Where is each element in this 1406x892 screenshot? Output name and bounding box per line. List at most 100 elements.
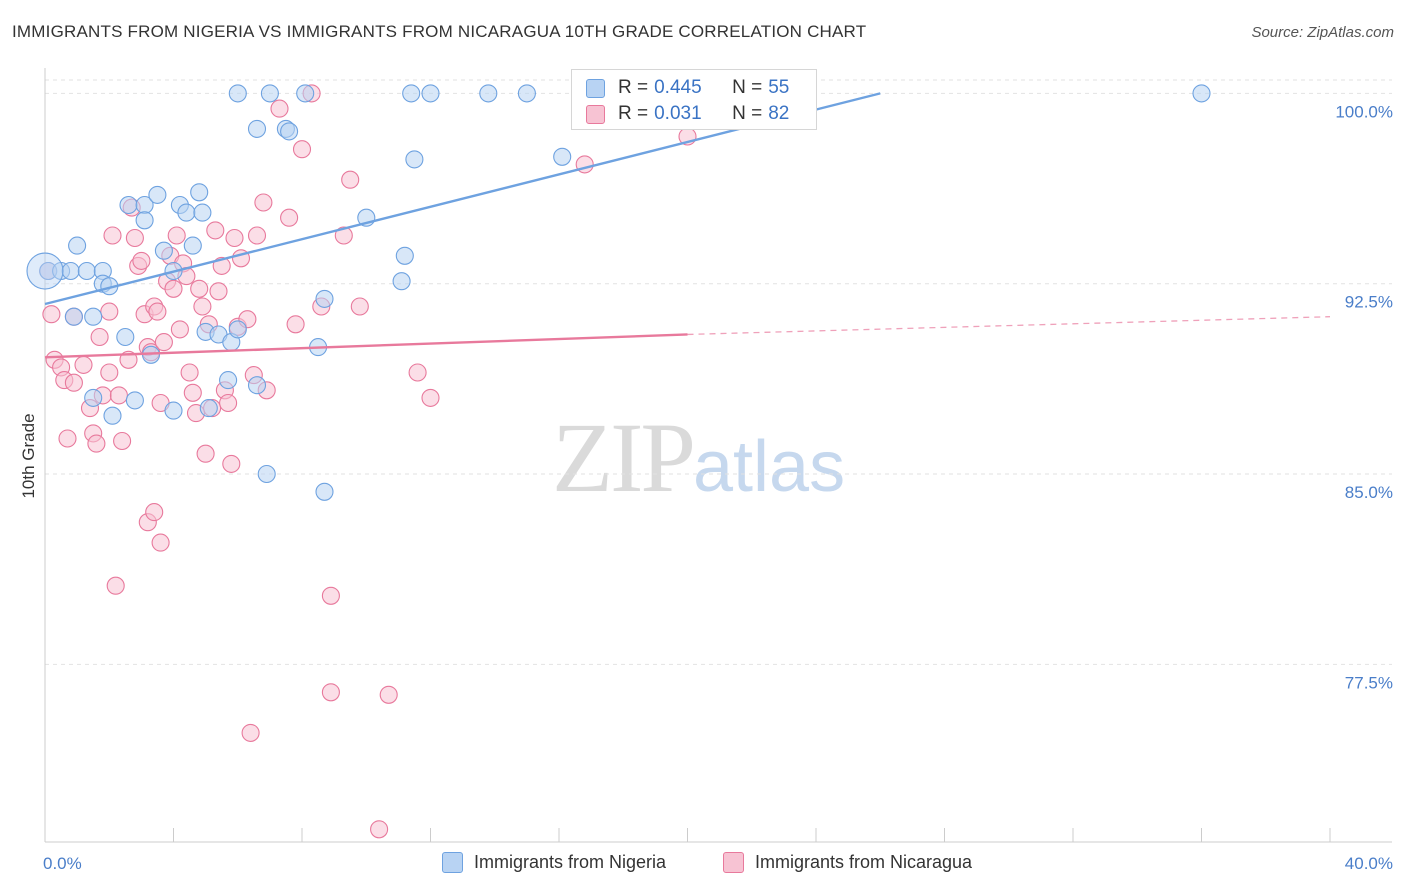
nicaragua-point bbox=[167, 226, 186, 245]
nicaragua-point bbox=[321, 586, 340, 605]
legend-swatch-nicaragua bbox=[723, 852, 744, 873]
nigeria-point bbox=[421, 84, 440, 103]
watermark-atlas: atlas bbox=[693, 427, 846, 507]
nicaragua-point bbox=[145, 503, 164, 522]
nigeria-point bbox=[1192, 84, 1211, 103]
nicaragua-point bbox=[148, 302, 167, 321]
stats-row-nigeria: R = 0.445 N = 55 bbox=[586, 76, 789, 100]
nicaragua-point bbox=[132, 251, 151, 270]
source-label: Source: ZipAtlas.com bbox=[1251, 24, 1394, 41]
y-axis-label: 10th Grade bbox=[19, 413, 38, 498]
nigeria-point bbox=[68, 236, 87, 255]
nicaragua-point bbox=[125, 228, 144, 248]
nicaragua-point bbox=[106, 576, 125, 595]
nigeria-point bbox=[177, 203, 196, 222]
legend-label-nicaragua: Immigrants from Nicaragua bbox=[755, 852, 973, 872]
nicaragua-point bbox=[196, 444, 215, 463]
nigeria-point bbox=[84, 388, 103, 407]
nigeria-point bbox=[193, 203, 212, 222]
y-tick-label: 100.0% bbox=[1335, 102, 1393, 121]
zipatlas-watermark: ZIPatlas bbox=[552, 400, 845, 515]
stats-r-value: 0.031 bbox=[654, 103, 702, 124]
stats-n-value: 82 bbox=[768, 103, 790, 124]
nicaragua-point bbox=[421, 388, 440, 407]
nicaragua-point bbox=[321, 683, 340, 702]
nicaragua-point bbox=[90, 327, 109, 347]
nigeria-point bbox=[296, 84, 315, 103]
nigeria-point bbox=[199, 399, 218, 418]
nicaragua-trend-extension bbox=[687, 316, 1331, 336]
nicaragua-point bbox=[292, 140, 312, 159]
nigeria-point bbox=[247, 119, 267, 138]
nigeria-point bbox=[135, 211, 154, 230]
nicaragua-point bbox=[193, 297, 212, 316]
nicaragua-point bbox=[270, 99, 289, 118]
nicaragua-point bbox=[350, 297, 369, 316]
nicaragua-point bbox=[222, 454, 241, 473]
nicaragua-point bbox=[334, 226, 353, 245]
nigeria-point bbox=[395, 246, 414, 265]
legend-label-nigeria: Immigrants from Nigeria bbox=[474, 852, 667, 872]
nicaragua-point bbox=[379, 685, 398, 704]
y-tick-label: 92.5% bbox=[1345, 293, 1393, 312]
axes bbox=[44, 68, 1392, 843]
nigeria-point bbox=[154, 241, 173, 260]
y-tick-label: 77.5% bbox=[1345, 673, 1393, 692]
series-nicaragua-points bbox=[39, 84, 697, 839]
legend-swatch-nigeria bbox=[442, 852, 463, 873]
nigeria-point bbox=[125, 391, 144, 410]
nicaragua-point bbox=[219, 393, 238, 413]
nigeria-point bbox=[77, 261, 96, 281]
nigeria-point bbox=[183, 236, 202, 255]
y-tick-label: 85.0% bbox=[1345, 483, 1393, 502]
nicaragua-point bbox=[58, 429, 77, 448]
nicaragua-point bbox=[170, 320, 189, 339]
nicaragua-point bbox=[154, 333, 173, 352]
nigeria-point bbox=[315, 482, 334, 501]
nicaragua-point bbox=[64, 373, 83, 392]
nicaragua-point bbox=[183, 383, 202, 402]
nigeria-point bbox=[392, 272, 411, 291]
nicaragua-trend-line bbox=[44, 333, 688, 359]
nigeria-point bbox=[228, 320, 247, 339]
nigeria-point bbox=[257, 464, 276, 484]
nigeria-point bbox=[517, 84, 536, 103]
series-nigeria-points bbox=[26, 84, 1211, 501]
nicaragua-point bbox=[206, 221, 225, 240]
nigeria-point bbox=[405, 150, 424, 169]
chart-title: IMMIGRANTS FROM NIGERIA VS IMMIGRANTS FR… bbox=[12, 22, 867, 41]
nigeria-point bbox=[280, 122, 299, 141]
stats-r-label: R = bbox=[618, 77, 649, 98]
nicaragua-point bbox=[100, 302, 119, 321]
stats-row-nicaragua: R = 0.031 N = 82 bbox=[586, 102, 789, 126]
legend-item-nigeria[interactable]: Immigrants from Nigeria bbox=[442, 852, 666, 873]
nicaragua-point bbox=[280, 208, 299, 227]
nicaragua-point bbox=[190, 279, 209, 298]
nigeria-point bbox=[190, 183, 209, 202]
nicaragua-point bbox=[74, 355, 93, 374]
stats-n-value: 55 bbox=[768, 77, 790, 98]
nigeria-cluster-point bbox=[26, 252, 64, 290]
x-tick-label: 40.0% bbox=[1345, 854, 1393, 873]
nicaragua-point bbox=[225, 228, 244, 248]
nigeria-point bbox=[247, 376, 267, 395]
nigeria-point bbox=[119, 195, 138, 215]
nigeria-point bbox=[219, 371, 238, 390]
nicaragua-point bbox=[164, 279, 183, 298]
nigeria-point bbox=[64, 307, 83, 326]
nicaragua-point bbox=[42, 305, 61, 324]
watermark-zip: ZIP bbox=[552, 402, 696, 513]
nicaragua-point bbox=[408, 363, 427, 382]
nicaragua-point bbox=[109, 386, 128, 405]
stats-n-label: N = bbox=[732, 77, 763, 98]
nicaragua-point bbox=[341, 170, 360, 189]
stats-legend: R = 0.445 N = 55 R = 0.031 N = 82 bbox=[571, 69, 817, 130]
nicaragua-point bbox=[209, 282, 228, 301]
nicaragua-point bbox=[100, 363, 119, 382]
nigeria-point bbox=[116, 327, 135, 347]
tick-labels: 100.0% 92.5% 85.0% 77.5% 0.0% 40.0% bbox=[43, 102, 1393, 873]
legend-item-nicaragua[interactable]: Immigrants from Nicaragua bbox=[723, 852, 972, 873]
nicaragua-point bbox=[113, 431, 132, 451]
stats-n-label: N = bbox=[732, 103, 763, 124]
